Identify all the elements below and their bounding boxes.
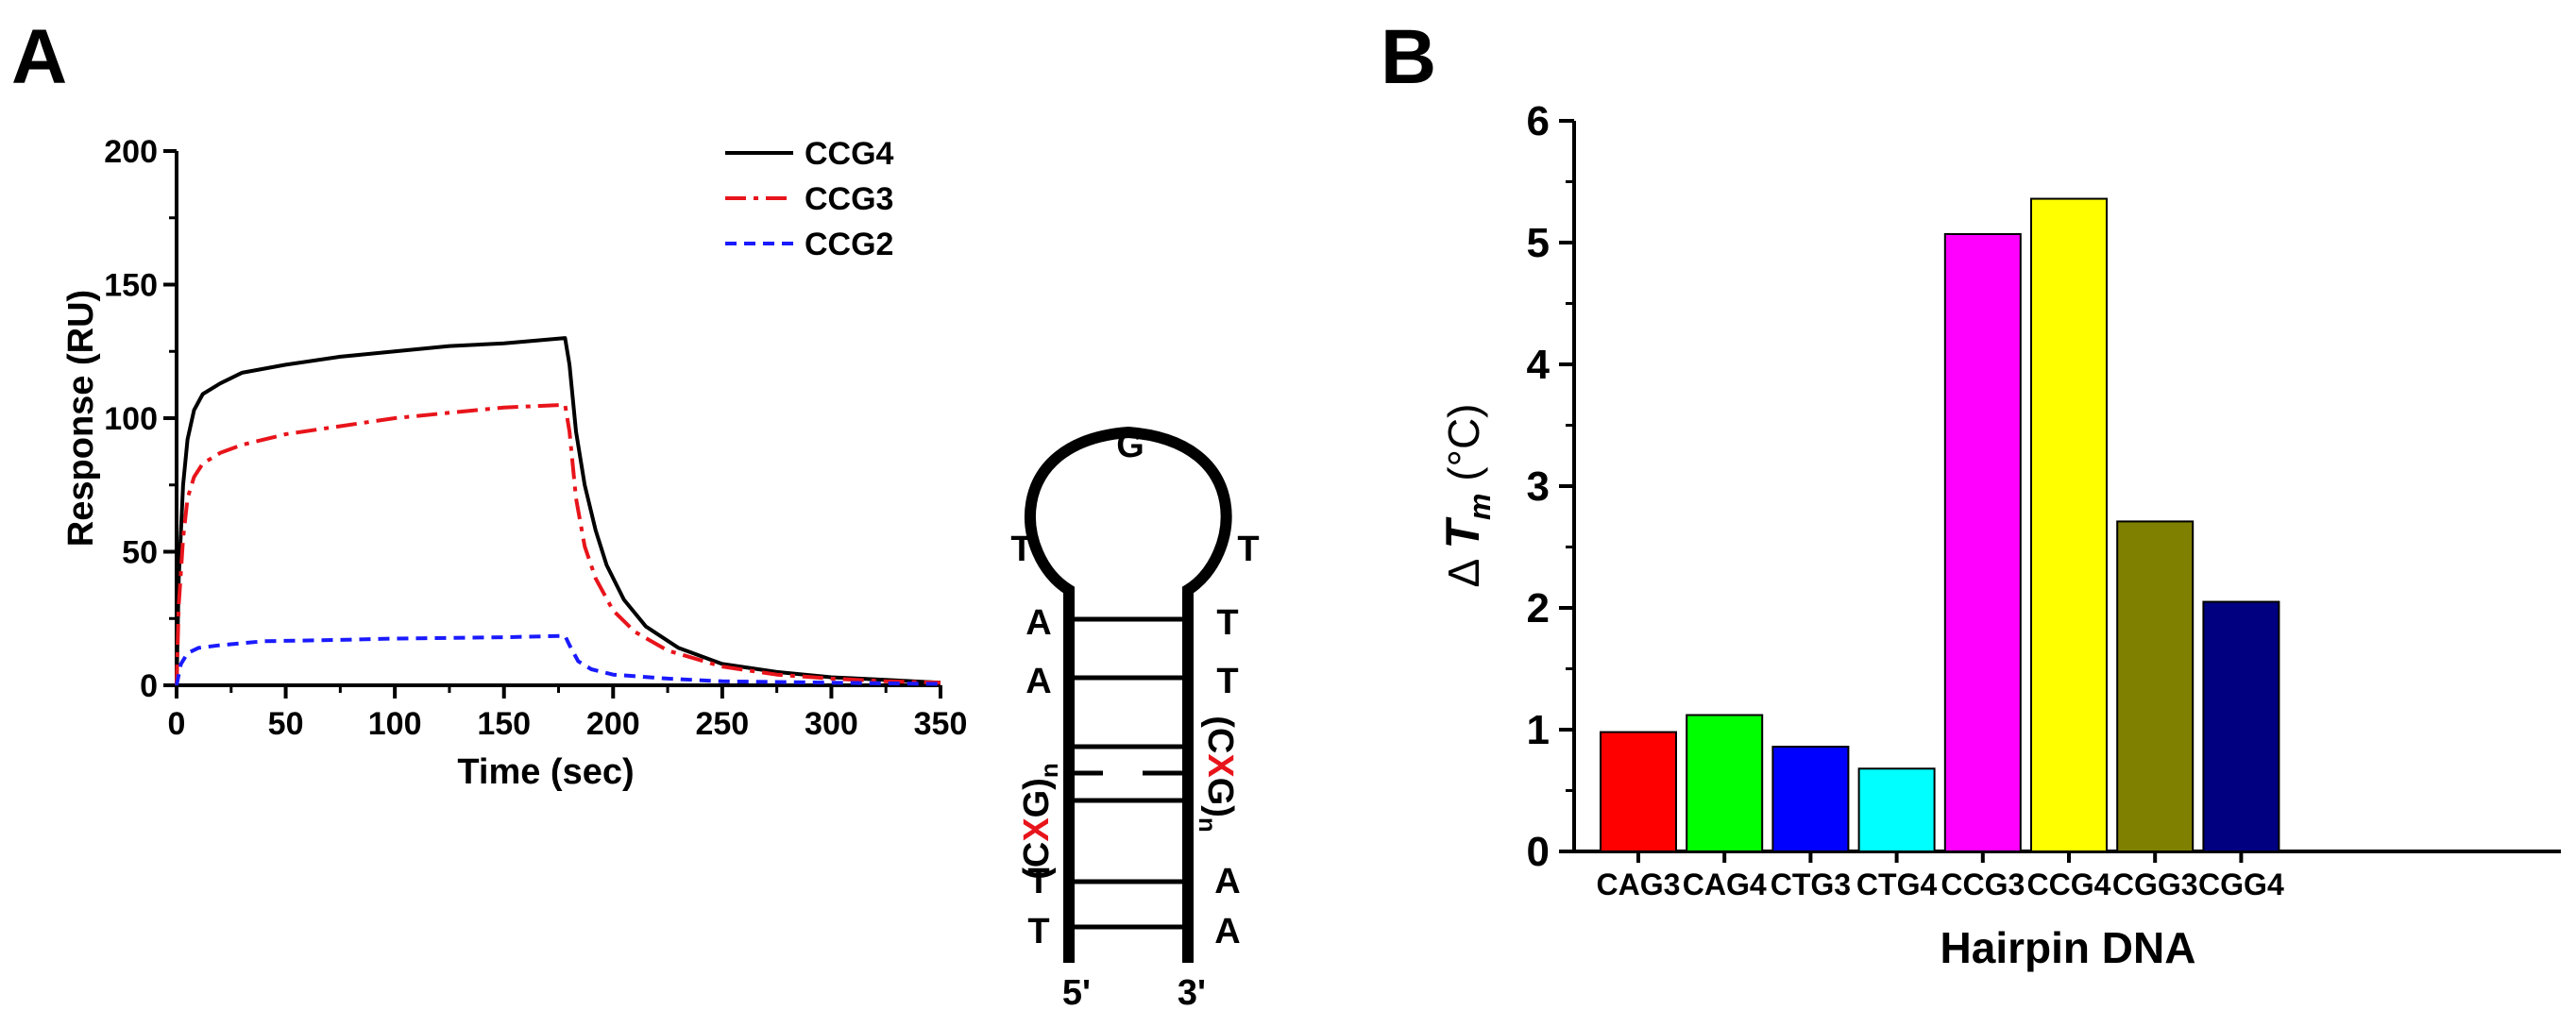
bar-cgg4 [2202,600,2280,852]
panel-b-x-ticks: CAG3 CAG4 CTG3 CTG4 CCG3 CCG4 CGG3 CGG4 [1597,851,2284,901]
left-repeat-subscript: n [1035,763,1063,778]
series-line-ccg3 [175,402,941,686]
panel-a: A 0 50 100 150 200 250 300 350 0 50 100 150 200 Tim… [11,14,967,792]
left-repeat-open: (C [1017,842,1057,880]
y-tick-label: 4 [1527,342,1551,388]
right-stem-base: T [1216,603,1238,643]
y-tick-label: 5 [1527,220,1550,266]
right-repeat-subscript: n [1194,817,1222,833]
right-repeat-label: (CXG)n [1194,716,1240,833]
panel-b-y-axis-title: Δ Tm (°C) [1436,403,1497,587]
x-tick-label: CGG3 [2112,867,2198,901]
panel-a-legend: CCG4 CCG3 CCG2 [725,136,894,262]
x-tick-label: CTG3 [1771,867,1851,901]
hairpin-5-prime-end: 5' [1062,973,1091,1013]
legend-label-ccg3: CCG3 [805,181,893,217]
left-repeat-close: G) [1017,778,1057,817]
bar-cag3 [1600,731,1677,853]
x-tick-label: 150 [477,706,531,742]
y-tick-label: 100 [104,401,158,437]
right-repeat-open: (C [1200,716,1240,753]
x-tick-label: CAG3 [1597,867,1681,901]
panel-b-label: B [1381,14,1436,100]
y-tick-label: 150 [104,268,158,304]
left-stem-base: T [1027,912,1049,951]
panel-b-y-ticks: 0 1 2 3 4 5 6 [1527,98,1574,875]
panel-a-label: A [11,14,67,100]
right-stem-base: T [1216,662,1238,701]
x-tick-label: CAG4 [1683,867,1767,901]
legend-label-ccg4: CCG4 [805,136,894,172]
x-tick-label: 0 [168,706,186,742]
hairpin-3-prime-end: 3' [1178,973,1206,1013]
y-tick-label: 2 [1527,585,1550,631]
panel-b-bars [1600,197,2280,853]
x-tick-label: CCG4 [2027,867,2111,901]
bar-ccg3 [1943,232,2022,853]
series-line-ccg2 [175,633,941,686]
hairpin-loop-left-base: T [1010,530,1032,569]
x-tick-label: CGG4 [2198,867,2284,901]
hairpin-base-pairs [1069,616,1188,930]
y-tick-label: 0 [1527,829,1550,875]
left-stem-base: T [1027,862,1049,901]
x-tick-label: 300 [805,706,858,742]
panel-a-x-axis-title: Time (sec) [457,752,634,792]
bar-ctg3 [1771,746,1850,852]
x-tick-label: 50 [268,706,304,742]
panel-a-series [175,336,941,686]
left-stem-base: A [1025,603,1051,643]
bar-cgg3 [2116,520,2195,852]
panel-a-y-ticks: 0 50 100 150 200 [104,134,177,704]
right-stem-base: A [1214,912,1240,951]
x-tick-label: CTG4 [1856,867,1938,901]
x-tick-label: 350 [914,706,968,742]
y-tick-label: 3 [1527,463,1550,510]
y-tick-label: 6 [1527,98,1550,144]
y-tick-label: 200 [104,134,158,170]
panel-a-x-ticks: 0 50 100 150 200 250 300 350 [168,685,968,742]
hairpin-diagram: G T T A A T T T T A A (CXG)n (CXG)n 5' 3… [1010,426,1259,1013]
x-tick-label: CCG3 [1940,867,2025,901]
hairpin-loop [1025,426,1232,615]
x-tick-label: 200 [586,706,640,742]
right-stem-base: A [1214,862,1240,901]
y-tick-label: 1 [1527,707,1550,753]
left-repeat-x: X [1017,817,1057,842]
bar-ctg4 [1857,767,1936,853]
legend-label-ccg2: CCG2 [805,227,893,262]
y-tick-label: 50 [122,535,158,571]
panel-a-y-axis-title: Response (RU) [61,290,101,547]
right-repeat-close: G) [1200,778,1240,817]
panel-b: B 0 1 2 3 4 5 6 CAG3 CAG4 CTG3 CTG4 CCG3 CCG4 CGG3 CG… [1381,14,2561,972]
panel-b-x-axis-title: Hairpin DNA [1940,923,2196,972]
bar-cag4 [1686,714,1764,853]
series-line-ccg4 [175,336,941,686]
bar-ccg4 [2030,197,2108,852]
hairpin-loop-right-base: T [1237,530,1259,569]
hairpin-loop-top-base: G [1116,426,1144,465]
right-repeat-x: X [1200,753,1240,778]
left-repeat-label: (CXG)n [1017,763,1063,880]
left-stem-base: A [1025,662,1051,701]
x-tick-label: 250 [695,706,749,742]
x-tick-label: 100 [368,706,422,742]
y-tick-label: 0 [140,668,158,704]
